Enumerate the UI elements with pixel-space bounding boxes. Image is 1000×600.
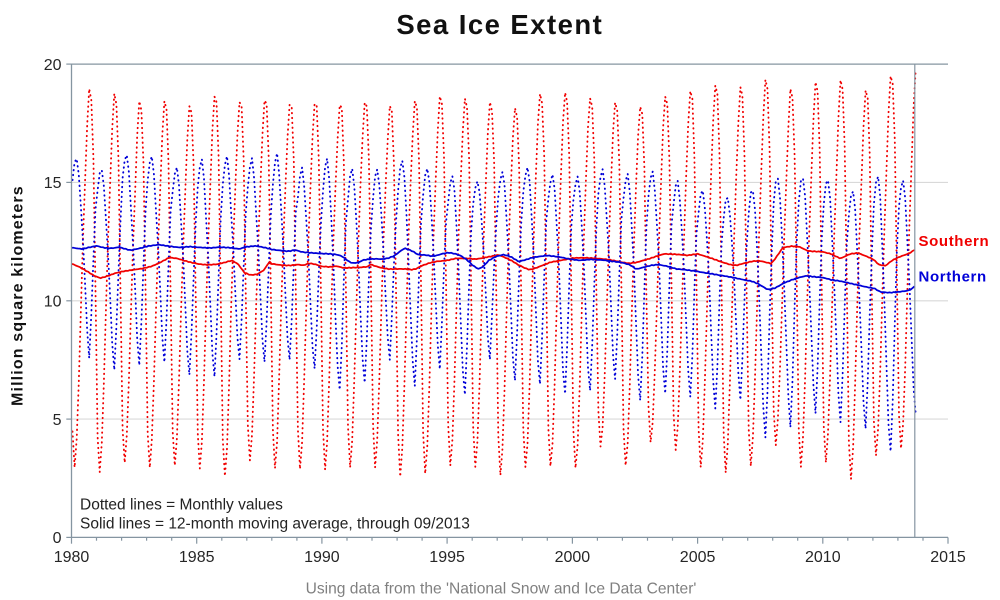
- svg-text:15: 15: [44, 175, 62, 192]
- svg-text:Million square kilometers: Million square kilometers: [10, 185, 27, 406]
- svg-text:1995: 1995: [429, 549, 465, 566]
- svg-text:2015: 2015: [930, 549, 966, 566]
- svg-text:Solid lines = 12-month moving: Solid lines = 12-month moving average, t…: [80, 516, 470, 533]
- svg-text:1990: 1990: [304, 549, 340, 566]
- svg-text:Using data from the 'National: Using data from the 'National Snow and I…: [306, 581, 697, 598]
- svg-text:20: 20: [44, 57, 62, 74]
- svg-text:1985: 1985: [179, 549, 215, 566]
- svg-text:2005: 2005: [680, 549, 716, 566]
- svg-text:10: 10: [44, 293, 62, 310]
- svg-text:0: 0: [53, 530, 62, 547]
- svg-text:Dotted lines = Monthly values: Dotted lines = Monthly values: [80, 497, 283, 514]
- svg-text:Northern: Northern: [919, 269, 987, 286]
- svg-text:Southern: Southern: [919, 233, 990, 250]
- svg-text:2010: 2010: [805, 549, 841, 566]
- svg-text:2000: 2000: [555, 549, 591, 566]
- svg-text:1980: 1980: [54, 549, 90, 566]
- svg-text:Sea Ice Extent: Sea Ice Extent: [396, 9, 603, 40]
- svg-text:5: 5: [53, 412, 62, 429]
